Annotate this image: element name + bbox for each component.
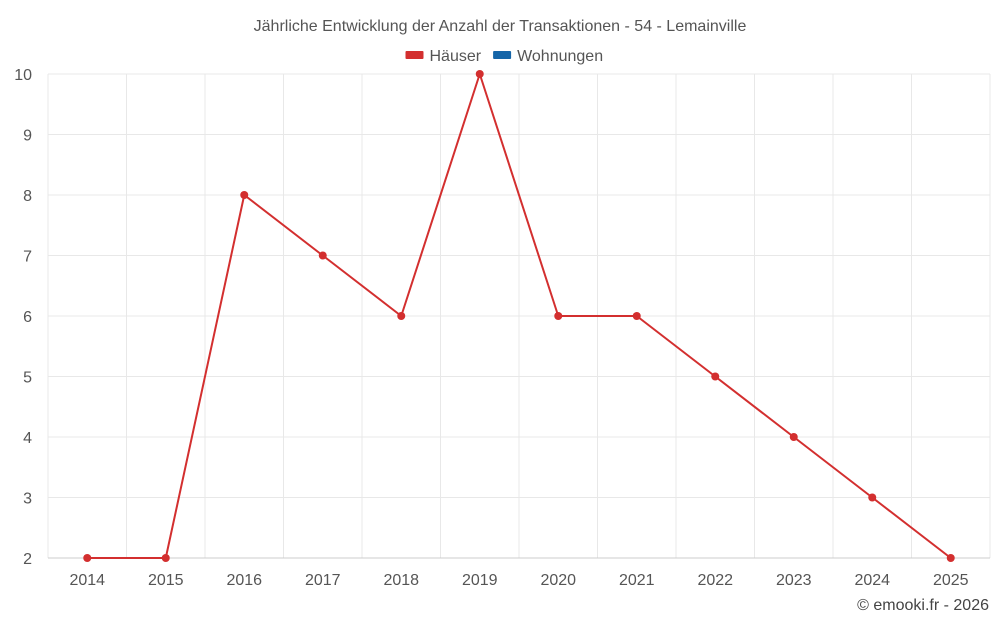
x-tick-label: 2018: [383, 572, 419, 589]
data-point-2024[interactable]: [868, 493, 877, 502]
x-tick-label: 2024: [854, 572, 890, 589]
legend-swatch-haeuser[interactable]: [405, 51, 424, 59]
y-tick-label: 8: [23, 188, 32, 205]
x-tick-label: 2022: [697, 572, 733, 589]
y-tick-label: 2: [23, 551, 32, 568]
data-point-2021[interactable]: [632, 312, 641, 320]
data-point-2016[interactable]: [240, 191, 249, 199]
data-point-2020[interactable]: [554, 312, 563, 320]
chart-title: Jährliche Entwicklung der Anzahl der Tra…: [254, 18, 747, 35]
x-tick-label: 2020: [540, 572, 576, 589]
data-point-2017[interactable]: [318, 251, 327, 260]
y-tick-label: 3: [23, 491, 32, 508]
y-tick-label: 4: [23, 430, 32, 447]
y-tick-label: 10: [14, 67, 32, 84]
data-point-2014[interactable]: [83, 554, 92, 562]
y-tick-label: 9: [23, 128, 32, 145]
x-tick-label: 2021: [619, 572, 655, 589]
x-tick-label: 2019: [462, 572, 498, 589]
x-tick-label: 2025: [933, 572, 969, 589]
grid: [47, 73, 991, 559]
axes: 2 3 4 5 6 7 8 9 10 2014 2015 2016 2017 2018 2019 2020 20…: [14, 67, 990, 589]
credit-text: © emooki.fr - 2026: [857, 597, 989, 614]
series-layer: [83, 70, 955, 562]
x-tick-label: 2017: [305, 572, 341, 589]
legend-label-wohnungen[interactable]: Wohnungen: [517, 48, 603, 65]
data-point-2023[interactable]: [789, 433, 798, 441]
series-line: [87, 73, 952, 559]
data-point-2022[interactable]: [711, 372, 720, 381]
x-tick-label: 2016: [226, 572, 262, 589]
y-tick-label: 6: [23, 309, 32, 326]
data-point-2018[interactable]: [397, 312, 406, 320]
y-tick-label: 5: [23, 370, 32, 387]
legend-label-haeuser[interactable]: Häuser: [430, 48, 482, 65]
data-point-2025[interactable]: [946, 554, 955, 562]
y-tick-label: 7: [23, 249, 32, 266]
data-point-2015[interactable]: [161, 554, 170, 562]
x-tick-label: 2015: [148, 572, 184, 589]
data-point-2019[interactable]: [475, 70, 484, 78]
legend-swatch-wohnungen[interactable]: [493, 51, 512, 59]
x-tick-label: 2014: [69, 572, 105, 589]
x-tick-label: 2023: [776, 572, 812, 589]
legend: Häuser Wohnungen: [405, 48, 603, 65]
